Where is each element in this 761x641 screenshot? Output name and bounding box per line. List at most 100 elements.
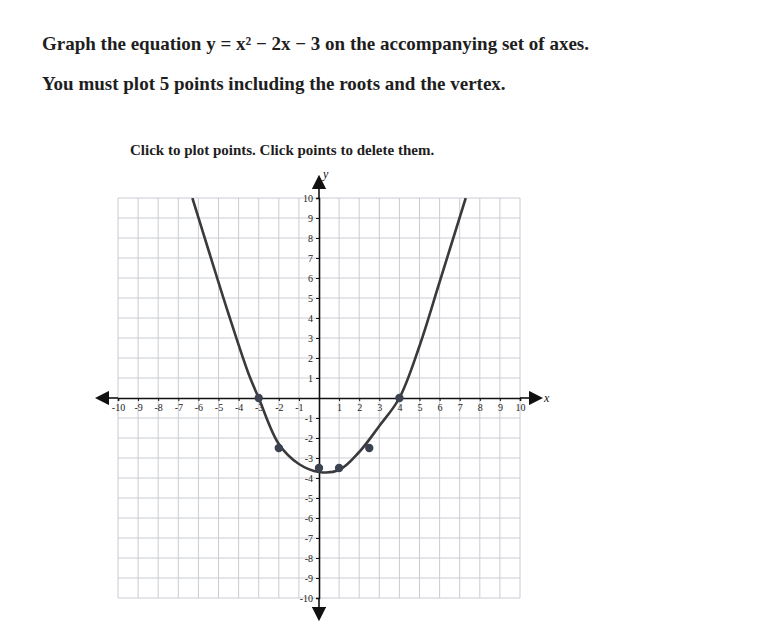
x-tick-label: 4 — [397, 402, 402, 413]
x-tick: 7 — [458, 398, 463, 413]
y-tick-mark — [316, 358, 319, 359]
x-tick-label: 10 — [516, 402, 526, 413]
y-tick-mark — [316, 578, 319, 579]
y-tick: 2 — [308, 353, 319, 364]
y-tick: -2 — [305, 433, 319, 444]
y-tick: 4 — [308, 313, 319, 324]
x-tick-label: -1 — [295, 402, 303, 413]
plotted-point[interactable] — [395, 394, 403, 402]
x-tick-mark — [118, 398, 119, 401]
y-tick: 3 — [308, 333, 319, 344]
plot-area — [192, 198, 465, 473]
x-tick-label: 2 — [357, 402, 362, 413]
y-tick: 1 — [308, 373, 319, 384]
x-tick-mark — [460, 398, 461, 401]
plotted-point[interactable] — [365, 444, 373, 452]
x-tick-label: 6 — [438, 402, 443, 413]
y-axis-title: y — [322, 167, 329, 181]
x-tick-mark — [219, 398, 220, 401]
x-tick: -10 — [112, 398, 125, 413]
x-tick-label: 9 — [498, 402, 503, 413]
y-tick-label: 1 — [308, 373, 313, 384]
y-tick-label: -1 — [305, 413, 313, 424]
y-tick: 7 — [308, 253, 319, 264]
y-tick-label: 7 — [308, 253, 313, 264]
x-tick: -8 — [155, 398, 163, 413]
y-tick-mark — [316, 338, 319, 339]
arrow — [318, 598, 320, 614]
y-tick: -5 — [305, 493, 319, 504]
x-tick: 8 — [478, 398, 483, 413]
x-tick-label: -8 — [155, 402, 163, 413]
x-tick-label: -9 — [134, 402, 142, 413]
plotted-point[interactable] — [315, 464, 323, 472]
plotted-point[interactable] — [275, 444, 283, 452]
x-tick-mark — [339, 398, 340, 401]
x-tick-label: 5 — [418, 402, 423, 413]
x-tick-mark — [480, 398, 481, 401]
y-tick-label: 2 — [308, 353, 313, 364]
y-tick-mark — [316, 438, 319, 439]
y-tick-mark — [316, 538, 319, 539]
x-tick: -7 — [175, 398, 183, 413]
y-axis: 10987654321-1-2-3-4-5-6-7-8-9-10 — [300, 193, 320, 604]
plotted-point[interactable] — [255, 394, 263, 402]
x-tick-mark — [420, 398, 421, 401]
curve — [192, 198, 465, 473]
y-tick: 8 — [308, 233, 319, 244]
y-tick: -9 — [305, 573, 319, 584]
plotted-point[interactable] — [335, 464, 343, 472]
x-tick: -9 — [134, 398, 142, 413]
x-tick-mark — [198, 398, 199, 401]
x-tick-mark — [158, 398, 159, 401]
y-tick: -4 — [305, 473, 319, 484]
x-tick-mark — [138, 398, 139, 401]
x-tick-mark — [239, 398, 240, 401]
x-tick-label: 3 — [377, 402, 382, 413]
y-tick: -10 — [300, 593, 319, 604]
x-tick: 10 — [516, 398, 526, 413]
y-tick-label: 10 — [303, 193, 313, 204]
y-tick-label: -8 — [305, 553, 313, 564]
x-tick: 6 — [438, 398, 443, 413]
y-tick-label: -7 — [305, 533, 313, 544]
x-tick-label: -10 — [112, 402, 125, 413]
x-tick-mark — [440, 398, 441, 401]
x-tick-label: -7 — [175, 402, 183, 413]
y-tick-mark — [316, 258, 319, 259]
y-tick-label: -6 — [305, 513, 313, 524]
y-tick-mark — [316, 518, 319, 519]
x-axis: -10-9-8-7-6-5-4-3-2-112345678910 — [112, 398, 526, 413]
x-tick-mark — [500, 398, 501, 401]
x-tick: -6 — [195, 398, 203, 413]
y-tick-label: -4 — [305, 473, 313, 484]
y-tick-mark — [316, 318, 319, 319]
y-tick-label: -3 — [305, 453, 313, 464]
y-tick-mark — [316, 478, 319, 479]
y-tick-mark — [316, 198, 319, 199]
y-tick: -8 — [305, 553, 319, 564]
y-tick-label: 5 — [308, 293, 313, 304]
y-tick-label: 8 — [308, 233, 313, 244]
y-tick-mark — [316, 498, 319, 499]
x-axis-title: x — [543, 391, 550, 405]
arrow — [318, 182, 320, 198]
y-tick-mark — [316, 298, 319, 299]
y-tick: -1 — [305, 413, 319, 424]
x-tick-mark — [359, 398, 360, 401]
y-tick: -7 — [305, 533, 319, 544]
x-tick-label: -6 — [195, 402, 203, 413]
y-tick-label: -10 — [300, 593, 313, 604]
y-tick-mark — [316, 278, 319, 279]
x-tick-label: -4 — [235, 402, 243, 413]
x-tick: -1 — [295, 398, 303, 413]
x-tick: 3 — [377, 398, 382, 413]
x-tick: 9 — [498, 398, 503, 413]
y-tick-mark — [316, 238, 319, 239]
x-tick: 2 — [357, 398, 362, 413]
x-tick: -4 — [235, 398, 243, 413]
chart: Graph the equation y = x² − 2x − 3 on th… — [0, 0, 761, 641]
y-tick-label: 6 — [308, 273, 313, 284]
y-tick-label: -9 — [305, 573, 313, 584]
x-tick: 5 — [418, 398, 423, 413]
